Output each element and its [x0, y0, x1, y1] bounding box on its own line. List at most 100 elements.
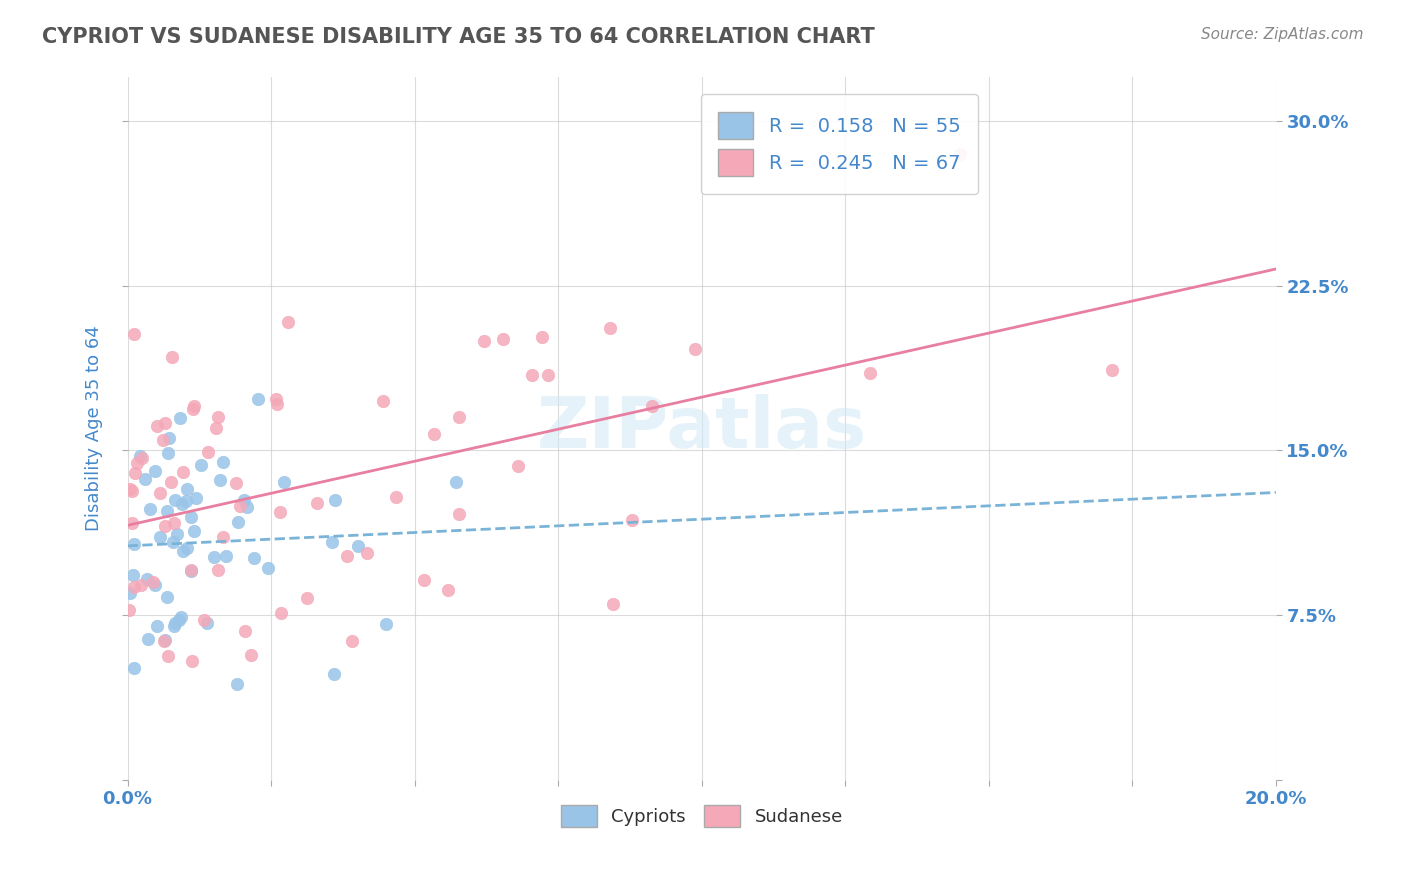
Point — [121, 484, 143, 499]
Point — [181, 655, 204, 669]
Point — [212, 530, 235, 544]
Point — [305, 496, 328, 510]
Point — [269, 505, 291, 519]
Point — [156, 504, 179, 518]
Point — [166, 527, 188, 541]
Point — [146, 618, 169, 632]
Point — [190, 458, 212, 472]
Point — [142, 575, 165, 590]
Point — [385, 490, 408, 504]
Point — [233, 492, 256, 507]
Point — [236, 500, 259, 514]
Point — [172, 465, 194, 479]
Point — [446, 475, 468, 490]
Point — [264, 392, 287, 406]
Point — [149, 530, 172, 544]
Point — [163, 619, 186, 633]
Text: ZIPatlas: ZIPatlas — [537, 394, 868, 463]
Point — [620, 513, 643, 527]
Point — [122, 568, 145, 582]
Point — [180, 564, 202, 578]
Point — [246, 392, 269, 406]
Point — [202, 549, 225, 564]
Point — [214, 549, 236, 564]
Point — [163, 516, 186, 530]
Point — [181, 401, 204, 416]
Point — [207, 563, 229, 577]
Point — [145, 578, 167, 592]
Point — [184, 491, 207, 505]
Point — [211, 455, 233, 469]
Point — [492, 332, 515, 346]
Point — [295, 591, 318, 606]
Y-axis label: Disability Age 35 to 64: Disability Age 35 to 64 — [86, 326, 103, 532]
Point — [277, 315, 299, 329]
Point — [149, 486, 172, 500]
Point — [145, 419, 167, 434]
Point — [537, 368, 560, 382]
Point — [118, 586, 141, 600]
Point — [323, 492, 346, 507]
Point — [356, 546, 378, 560]
Point — [520, 368, 543, 382]
Point — [152, 434, 174, 448]
Point — [949, 147, 972, 161]
Point — [226, 677, 249, 691]
Point — [859, 366, 882, 380]
Point — [122, 326, 145, 341]
Point — [173, 544, 195, 558]
Point — [124, 580, 146, 594]
Point — [266, 397, 288, 411]
Point — [131, 450, 153, 465]
Point — [129, 449, 152, 463]
Point — [233, 624, 256, 638]
Point — [413, 573, 436, 587]
Point — [163, 492, 186, 507]
Point — [136, 632, 159, 647]
Point — [124, 537, 146, 551]
Point — [134, 472, 156, 486]
Point — [156, 649, 179, 664]
Point — [162, 535, 184, 549]
Point — [602, 597, 624, 611]
Point — [143, 464, 166, 478]
Point — [122, 661, 145, 675]
Point — [169, 610, 191, 624]
Point — [156, 590, 179, 604]
Point — [447, 409, 470, 424]
Point — [347, 539, 370, 553]
Point — [226, 515, 249, 529]
Point — [208, 473, 231, 487]
Point — [207, 409, 229, 424]
Point — [176, 482, 198, 496]
Point — [270, 607, 292, 621]
Point — [174, 494, 197, 508]
Point — [242, 550, 264, 565]
Point — [165, 616, 187, 631]
Point — [152, 633, 174, 648]
Point — [530, 330, 553, 344]
Point — [336, 549, 359, 563]
Point — [193, 613, 215, 627]
Point — [225, 475, 247, 490]
Point — [371, 393, 394, 408]
Point — [423, 426, 446, 441]
Point — [169, 614, 191, 628]
Point — [153, 519, 176, 533]
Point — [180, 510, 202, 524]
Point — [159, 475, 181, 489]
Point — [340, 634, 363, 648]
Point — [183, 524, 205, 538]
Point — [683, 343, 706, 357]
Point — [323, 667, 346, 681]
Point — [321, 535, 343, 549]
Point — [125, 456, 148, 470]
Point — [157, 431, 180, 445]
Point — [136, 572, 159, 586]
Point — [118, 603, 141, 617]
Point — [183, 399, 205, 413]
Point — [197, 444, 219, 458]
Point — [641, 399, 664, 413]
Point — [449, 507, 471, 521]
Point — [129, 578, 152, 592]
